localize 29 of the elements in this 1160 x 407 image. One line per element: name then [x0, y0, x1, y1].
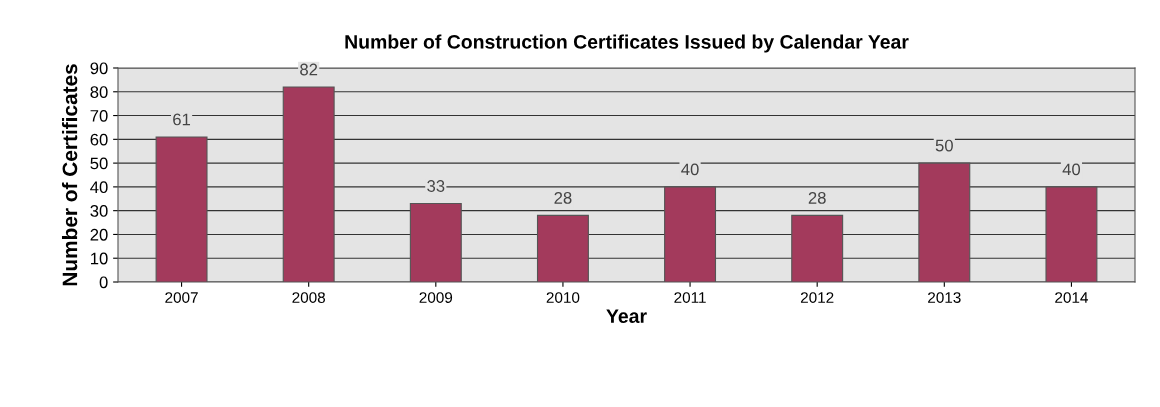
- y-tick-label: 60: [90, 133, 108, 146]
- x-tick-label: 2010: [546, 292, 580, 303]
- y-tick-label: 40: [90, 181, 108, 194]
- x-tick-label: 2009: [419, 292, 453, 303]
- x-axis-title: Year: [606, 309, 647, 324]
- y-axis-title: Number of Certificates: [61, 64, 78, 286]
- x-tick-label: 2014: [1055, 292, 1088, 303]
- y-tick-label: 0: [99, 276, 108, 289]
- x-tick-label: 2013: [928, 292, 961, 303]
- data-label: 61: [173, 113, 191, 126]
- data-label: 40: [681, 163, 699, 176]
- y-tick-label: 20: [90, 228, 108, 241]
- x-tick-label: 2007: [165, 292, 198, 303]
- y-tick-label: 30: [90, 205, 108, 217]
- x-tick-label: 2008: [292, 292, 326, 303]
- y-tick-label: 80: [90, 86, 108, 98]
- data-label: 28: [554, 191, 572, 204]
- data-label: 40: [1062, 163, 1081, 176]
- x-tick-label: 2012: [800, 292, 834, 303]
- y-tick-label: 70: [90, 109, 108, 122]
- data-label: 82: [300, 63, 318, 76]
- data-label: 50: [935, 139, 953, 152]
- data-label: 28: [808, 191, 826, 204]
- y-tick-label: 90: [90, 62, 108, 75]
- y-tick-label: 50: [90, 157, 108, 170]
- chart-title: Number of Construction Certificates Issued by Calendar Year: [345, 34, 909, 53]
- x-tick-label: 2011: [674, 292, 706, 303]
- data-label: 33: [427, 180, 445, 192]
- y-tick-label: 10: [91, 252, 108, 265]
